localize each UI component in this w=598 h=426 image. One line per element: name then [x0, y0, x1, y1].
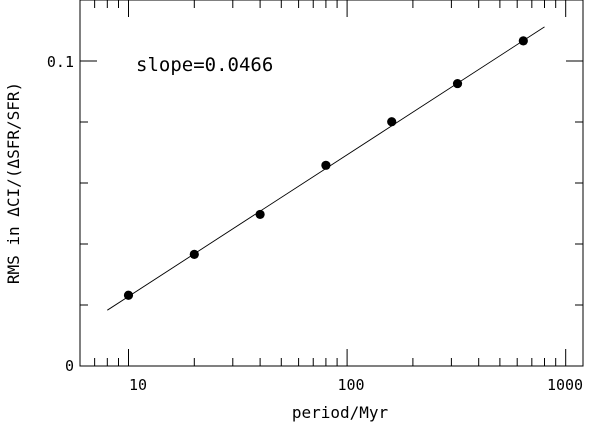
- data-point: [255, 209, 265, 220]
- y-axis-label: RMS in ΔCI/(ΔSFR/SFR): [4, 82, 23, 284]
- data-point: [518, 36, 528, 46]
- y-tick-label-0-1: 0.1: [47, 53, 74, 71]
- slope-annotation: slope=0.0466: [136, 54, 273, 76]
- y-tick-label-0: 0: [65, 357, 74, 375]
- data-point: [123, 290, 134, 300]
- x-tick-label-1000: 1000: [547, 376, 583, 394]
- x-axis-label: period/Myr: [292, 403, 389, 422]
- axis-ticks: [79, 0, 583, 367]
- data-points: [123, 36, 528, 300]
- data-point: [321, 160, 331, 170]
- x-tick-label-100: 100: [337, 376, 364, 394]
- x-tick-label-10: 10: [129, 376, 147, 394]
- data-point: [189, 249, 199, 259]
- data-point: [452, 78, 463, 89]
- data-point: [387, 117, 397, 127]
